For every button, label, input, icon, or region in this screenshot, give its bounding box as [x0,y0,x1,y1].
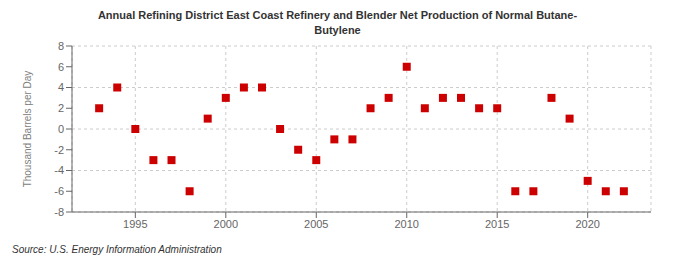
html-text:Source: U.S. Energy Informatio: Source: U.S. Energy Information Administ… [12,244,222,255]
svg-text:-8: -8 [54,206,64,218]
svg-text:2020: 2020 [575,218,599,230]
svg-text:2: 2 [58,102,64,114]
svg-text:6: 6 [58,61,64,73]
svg-text:-4: -4 [54,164,64,176]
svg-text:1995: 1995 [123,218,147,230]
svg-text:-6: -6 [54,185,64,197]
svg-text:8: 8 [58,40,64,52]
html-text:Butylene: Butylene [314,24,361,36]
svg-text:Thousand Barrels per Day: Thousand Barrels per Day [22,71,33,188]
svg-text:2000: 2000 [214,218,238,230]
svg-text:-2: -2 [54,144,64,156]
svg-text:4: 4 [58,81,64,93]
svg-text:2015: 2015 [485,218,509,230]
svg-text:2005: 2005 [304,218,328,230]
html-text:Annual Refining District East: Annual Refining District East Coast Refi… [97,9,578,21]
svg-text:0: 0 [58,123,64,135]
svg-text:2010: 2010 [394,218,418,230]
